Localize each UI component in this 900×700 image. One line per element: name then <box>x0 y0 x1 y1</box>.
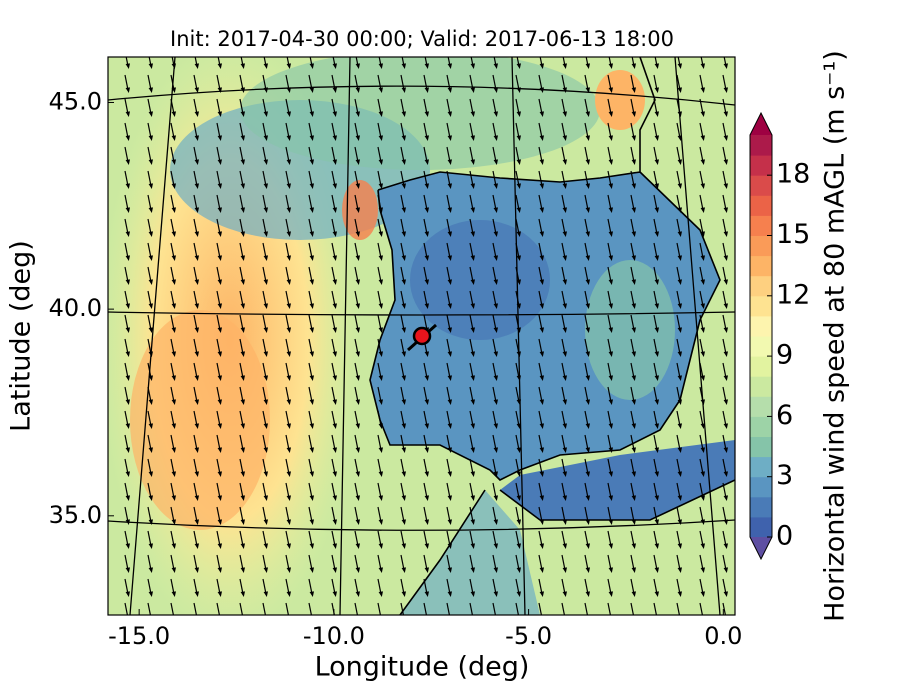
plot-frame <box>107 56 736 616</box>
colorbar-swatch <box>750 315 772 337</box>
colorbar-swatch <box>750 416 772 437</box>
colorbar-tick-label: 15 <box>776 219 810 250</box>
colorbar-swatch <box>750 235 772 257</box>
x-tick-label: 0.0 <box>704 622 742 650</box>
chart-title: Init: 2017-04-30 00:00; Valid: 2017-06-1… <box>170 27 674 51</box>
colorbar-swatch <box>750 356 772 377</box>
colorbar-tick-label: 3 <box>776 460 793 491</box>
colorbar-swatch <box>750 376 772 397</box>
colorbar-swatch <box>750 275 772 297</box>
site-marker <box>412 326 432 346</box>
colorbar-label: Horizontal wind speed at 80 mAGL (m s⁻¹) <box>820 50 851 622</box>
colorbar-swatch <box>750 496 772 518</box>
colorbar-tick-label: 0 <box>776 521 793 552</box>
x-tick-label: -10.0 <box>303 622 365 650</box>
y-tick-label: 45.0 <box>49 87 102 115</box>
colorbar-tick-label: 18 <box>776 159 810 190</box>
colorbar-swatch <box>750 476 772 498</box>
colorbar-swatch <box>750 456 772 478</box>
colorbar-swatch <box>750 135 772 156</box>
colorbar-swatch <box>750 396 772 417</box>
colorbar-swatch <box>750 155 772 176</box>
colorbar-swatch <box>750 436 772 458</box>
colorbar-swatch <box>750 215 772 236</box>
colorbar-swatch <box>750 195 772 216</box>
colorbar-swatch <box>750 255 772 277</box>
colorbar-swatch <box>750 175 772 196</box>
colorbar-tick-label: 12 <box>776 279 810 310</box>
y-axis-label: Latitude (deg) <box>6 240 37 432</box>
colorbar-tick-label: 6 <box>776 400 793 431</box>
colorbar-tick-label: 9 <box>776 340 793 371</box>
y-tick-label: 40.0 <box>49 294 102 322</box>
x-axis-label: Longitude (deg) <box>315 652 530 683</box>
colorbar-swatch <box>750 295 772 317</box>
x-tick-label: -15.0 <box>108 622 170 650</box>
x-tick-label: -5.0 <box>505 622 552 650</box>
y-tick-label: 35.0 <box>49 501 102 529</box>
colorbar-over <box>750 113 772 135</box>
colorbar-under <box>750 537 772 559</box>
colorbar-swatch <box>750 336 772 357</box>
colorbar-swatch <box>750 516 772 538</box>
map-field <box>108 57 735 615</box>
